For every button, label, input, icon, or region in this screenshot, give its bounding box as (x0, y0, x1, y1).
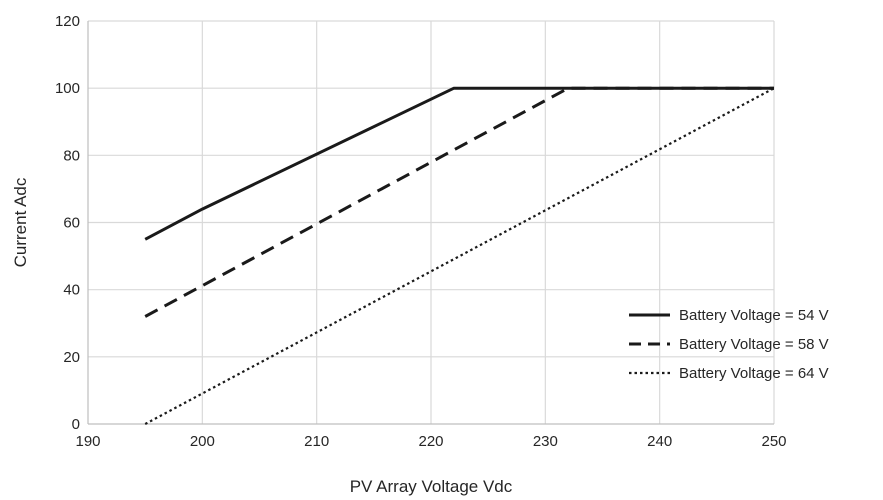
x-tick-label-240: 240 (647, 433, 672, 450)
y-tick-label-20: 20 (63, 349, 80, 366)
x-tick-label-200: 200 (190, 433, 215, 450)
series-lines (144, 86, 775, 425)
y-axis-title: Current Adc (11, 177, 30, 267)
y-tick-label-100: 100 (55, 80, 80, 97)
grid (88, 20, 775, 424)
x-tick-label-230: 230 (533, 433, 558, 450)
y-tick-label-40: 40 (63, 282, 80, 299)
legend-label-64v: Battery Voltage = 64 V (679, 365, 829, 382)
tick-labels: 0 20 40 60 80 100 120 190 200 210 220 230 240 250 (55, 13, 787, 450)
y-tick-label-80: 80 (63, 147, 80, 164)
y-tick-label-60: 60 (63, 215, 80, 232)
x-tick-label-210: 210 (304, 433, 329, 450)
x-tick-label-250: 250 (761, 433, 786, 450)
x-tick-label-190: 190 (75, 433, 100, 450)
y-tick-label-0: 0 (72, 416, 80, 433)
legend-label-58v: Battery Voltage = 58 V (679, 336, 829, 353)
x-tick-label-220: 220 (418, 433, 443, 450)
legend: Battery Voltage = 54 V Battery Voltage =… (629, 307, 829, 382)
series-line-54v (144, 86, 774, 241)
x-axis-title: PV Array Voltage Vdc (350, 477, 513, 496)
legend-label-54v: Battery Voltage = 54 V (679, 307, 829, 324)
axes (87, 21, 774, 425)
series-line-58v (144, 86, 774, 318)
y-tick-label-120: 120 (55, 13, 80, 30)
series-line-64v (144, 87, 775, 425)
